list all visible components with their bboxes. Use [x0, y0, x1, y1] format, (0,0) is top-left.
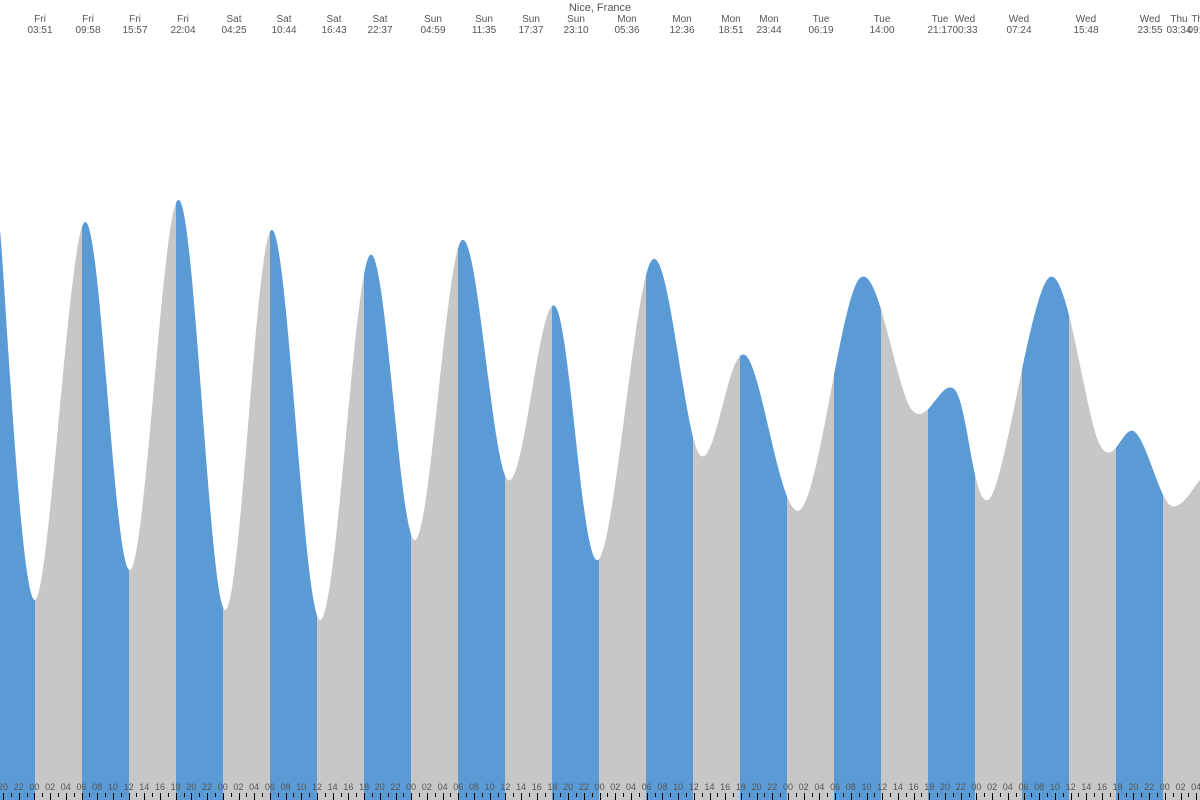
extrema-label: Fri09:58 — [68, 14, 108, 36]
extrema-label: Mon18:51 — [711, 14, 751, 36]
extrema-label: Fri22:04 — [163, 14, 203, 36]
extrema-labels: Fri03:51 Fri09:58 Fri15:57 Fri22:04 Sat04:25… — [0, 14, 1200, 44]
extrema-label: Tue06:19 — [801, 14, 841, 36]
extrema-label: Wed15:48 — [1066, 14, 1106, 36]
extrema-label: Mon12:36 — [662, 14, 702, 36]
extrema-label: Tue14:00 — [862, 14, 902, 36]
extrema-label: Sat10:44 — [264, 14, 304, 36]
extrema-label: Mon23:44 — [749, 14, 789, 36]
extrema-label: Sun04:59 — [413, 14, 453, 36]
extrema-label: Sun11:35 — [464, 14, 504, 36]
extrema-label: Sat16:43 — [314, 14, 354, 36]
hour-axis-ticks — [0, 793, 1200, 800]
extrema-label: Fri15:57 — [115, 14, 155, 36]
hour-label: 04 — [1187, 782, 1200, 792]
extrema-label: Mon05:36 — [607, 14, 647, 36]
extrema-label: Wed07:24 — [999, 14, 1039, 36]
extrema-label: Sun17:37 — [511, 14, 551, 36]
extrema-label: Sun23:10 — [556, 14, 596, 36]
extrema-label: Sat22:37 — [360, 14, 400, 36]
extrema-label: Sat04:25 — [214, 14, 254, 36]
extrema-label: Thu09:12 — [1180, 14, 1200, 36]
tide-chart — [0, 0, 1200, 800]
extrema-label: Wed00:33 — [945, 14, 985, 36]
extrema-label: Fri03:51 — [20, 14, 60, 36]
chart-title: Nice, France — [0, 2, 1200, 14]
